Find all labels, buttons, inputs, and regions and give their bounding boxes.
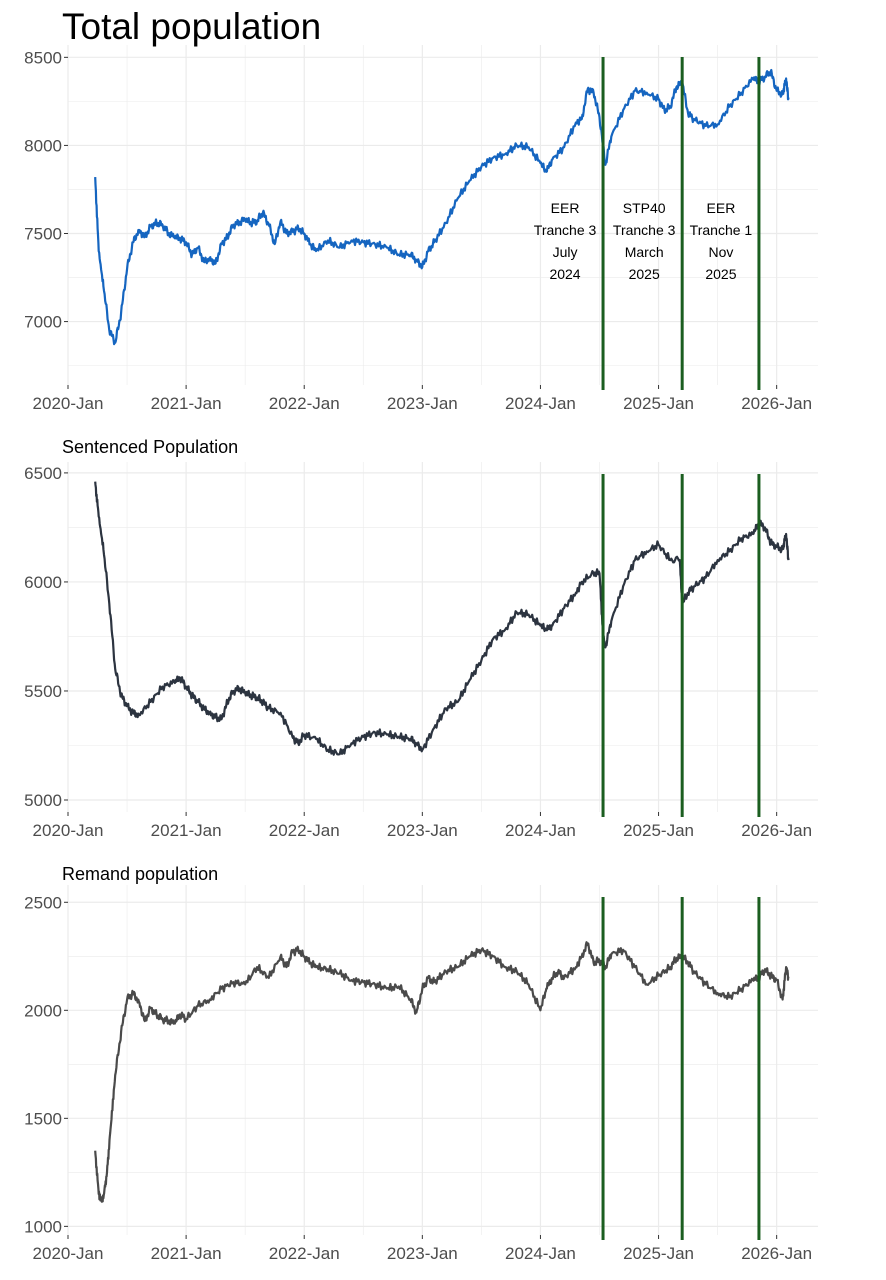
x-tick-label: 2022-Jan [269, 821, 340, 837]
series-line-sentenced [94, 481, 790, 756]
remand-population-chart: 1000 1500 2000 2500 2020-Jan 2021-Jan 2022-Jan… [24, 885, 818, 1263]
chart-title-total: Total population [62, 6, 322, 47]
event-annotation-line: 2024 [549, 266, 580, 282]
x-tick-label: 2020-Jan [33, 1244, 104, 1263]
x-tick-label: 2023-Jan [387, 1244, 458, 1263]
y-tick-label: 1000 [24, 1217, 62, 1236]
event-annotation-line: STP40 [623, 200, 666, 216]
x-tick-label: 2020-Jan [33, 394, 104, 413]
x-tick-label: 2024-Jan [505, 394, 576, 413]
y-tick-label: 7500 [24, 224, 62, 243]
total-population-chart: 7000 7500 8000 8500 2020-Jan 2021-Jan 2022-Jan… [24, 45, 818, 413]
event-annotation-line: EER [707, 200, 736, 216]
y-tick-label: 8500 [24, 48, 62, 67]
y-tick-label: 5000 [24, 791, 62, 810]
x-tick-label: 2025-Jan [623, 394, 694, 413]
x-tick-label: 2026-Jan [741, 394, 812, 413]
x-tick-label: 2024-Jan [505, 1244, 576, 1263]
series-line-total [94, 68, 790, 346]
x-tick-label: 2021-Jan [151, 394, 222, 413]
x-tick-label: 2024-Jan [505, 821, 576, 837]
sentenced-population-chart: 5000 5500 6000 6500 2020-Jan 2021-Jan 2022-Jan… [24, 462, 818, 837]
series-line-remand [94, 941, 790, 1203]
x-tick-label: 2025-Jan [623, 1244, 694, 1263]
x-tick-label: 2021-Jan [151, 1244, 222, 1263]
event-annotation-line: EER [551, 200, 580, 216]
y-tick-label: 5500 [24, 682, 62, 701]
y-tick-label: 8000 [24, 136, 62, 155]
x-tick-label: 2023-Jan [387, 821, 458, 837]
x-tick-label: 2020-Jan [33, 821, 104, 837]
event-annotation-line: March [625, 244, 664, 260]
chart-title-remand: Remand population [62, 864, 219, 884]
y-tick-label: 7000 [24, 313, 62, 332]
x-tick-label: 2021-Jan [151, 821, 222, 837]
x-tick-label: 2025-Jan [623, 821, 694, 837]
event-annotation-line: 2025 [705, 266, 736, 282]
chart-title-sentenced: Sentenced Population [62, 437, 239, 457]
x-tick-label: 2022-Jan [269, 394, 340, 413]
x-tick-label: 2022-Jan [269, 1244, 340, 1263]
event-annotation-line: July [553, 244, 578, 260]
y-tick-label: 6500 [24, 464, 62, 483]
y-tick-label: 1500 [24, 1109, 62, 1128]
x-tick-label: 2026-Jan [741, 821, 812, 837]
y-tick-label: 6000 [24, 573, 62, 592]
event-annotation-line: 2025 [629, 266, 660, 282]
y-tick-label: 2500 [24, 893, 62, 912]
event-annotation-line: Tranche 3 [613, 222, 676, 238]
x-tick-label: 2026-Jan [741, 1244, 812, 1263]
x-tick-label: 2023-Jan [387, 394, 458, 413]
event-annotation-line: Nov [708, 244, 733, 260]
event-annotation-line: Tranche 3 [534, 222, 597, 238]
y-tick-label: 2000 [24, 1001, 62, 1020]
event-annotation-line: Tranche 1 [690, 222, 753, 238]
